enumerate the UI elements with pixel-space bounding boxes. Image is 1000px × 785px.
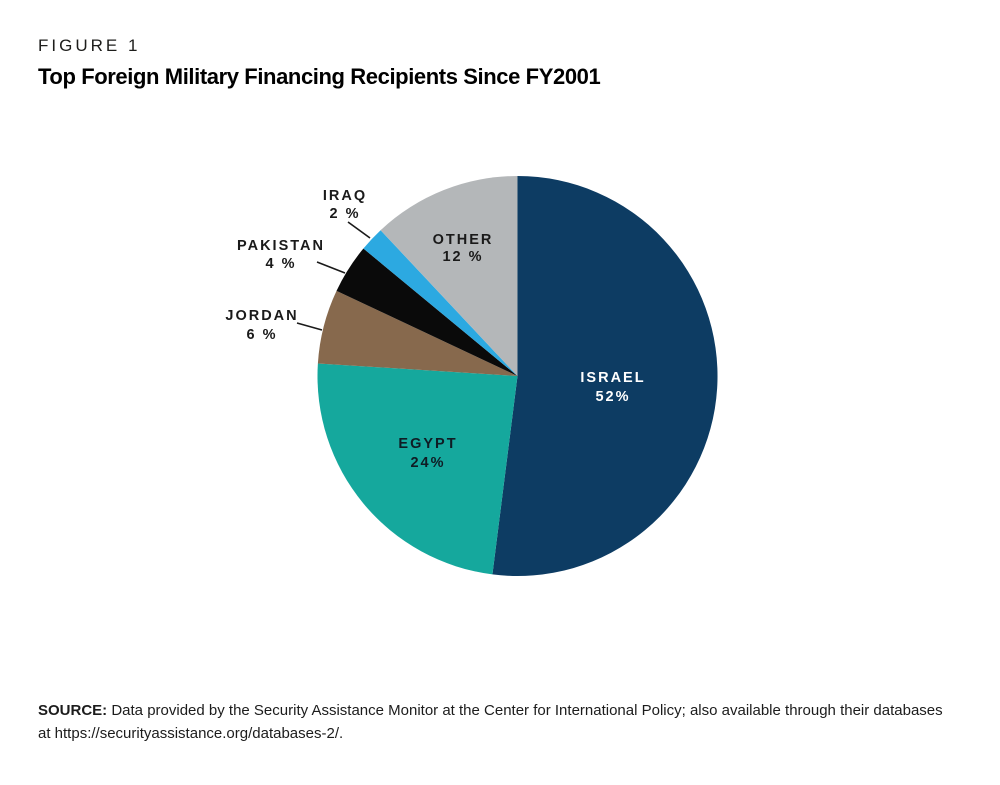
slice-label-iraq: IRAQ 2 % — [323, 188, 367, 222]
figure-title: Top Foreign Military Financing Recipient… — [38, 64, 601, 89]
slice-label-text-iraq: IRAQ — [323, 188, 367, 204]
source-text: Data provided by the Security Assistance… — [38, 702, 943, 742]
slice-display-text-israel: 52% — [595, 389, 630, 405]
slice-label-text-pakistan: PAKISTAN — [237, 238, 325, 254]
leader-line-iraq — [347, 221, 371, 239]
slice-display-text-iraq: 2 % — [330, 206, 361, 222]
leader-line-jordan — [296, 322, 323, 331]
pie-slice-jordan — [317, 290, 518, 376]
pie-slice-israel — [492, 175, 718, 576]
pie-slice-iraq — [363, 230, 518, 376]
leader-line-pakistan — [316, 261, 346, 274]
slice-label-israel: ISRAEL 52% — [580, 370, 645, 405]
figure-header: FIGURE 1 Top Foreign Military Financing … — [38, 36, 601, 90]
slice-display-text-other: 12 % — [442, 249, 483, 265]
slice-label-jordan: JORDAN 6 % — [225, 308, 298, 343]
slice-label-text-jordan: JORDAN — [225, 308, 298, 324]
slice-display-text-egypt: 24% — [410, 455, 445, 471]
source-note: SOURCE: Data provided by the Security As… — [38, 700, 948, 745]
slice-label-egypt: EGYPT 24% — [398, 436, 457, 471]
pie-slice-egypt — [317, 363, 518, 575]
figure-label: FIGURE 1 — [38, 36, 141, 55]
source-prefix: SOURCE: — [38, 702, 108, 719]
pie-slice-pakistan — [336, 248, 518, 376]
slice-label-text-other: OTHER — [433, 232, 494, 248]
pie-slice-other — [380, 176, 518, 376]
slice-label-pakistan: PAKISTAN 4 % — [237, 238, 325, 272]
slice-label-text-egypt: EGYPT — [398, 436, 457, 452]
slice-display-text-jordan: 6 % — [247, 327, 278, 343]
slice-display-text-pakistan: 4 % — [266, 256, 297, 272]
slice-label-text-israel: ISRAEL — [580, 370, 645, 386]
